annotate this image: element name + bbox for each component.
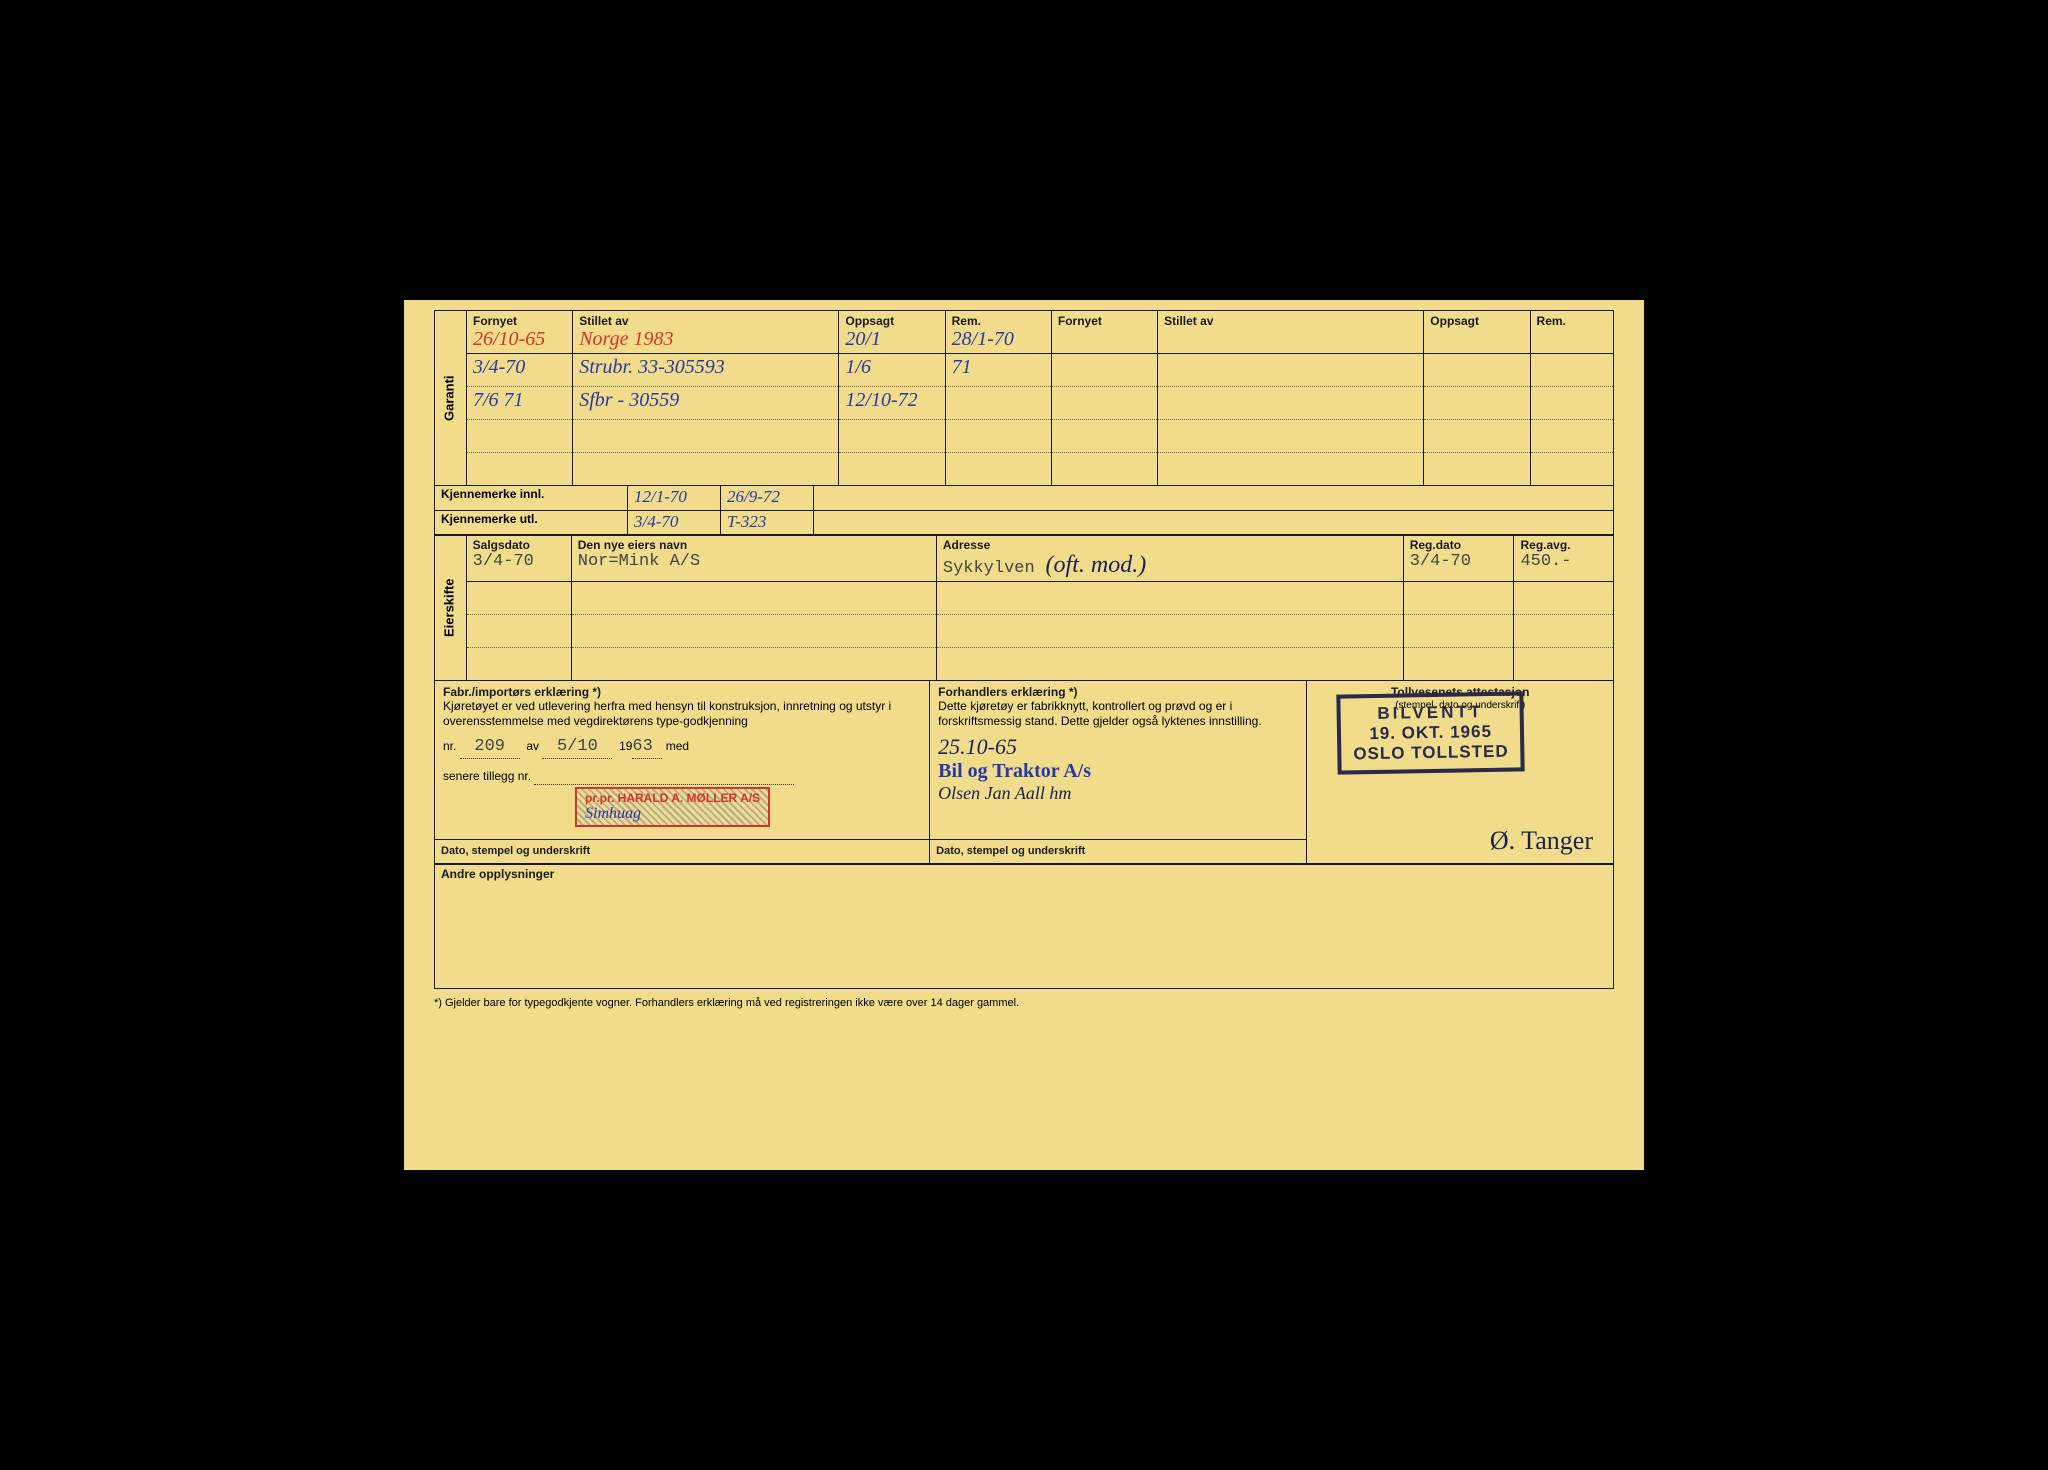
header-oppsagt-1: Oppsagt (845, 314, 894, 328)
garanti-r3-oppsagt: 12/10-72 (845, 389, 917, 411)
e1-adresse-hand: (oft. mod.) (1046, 552, 1147, 578)
av-label: av (526, 739, 539, 753)
fabr-body: Kjøretøyet er ved utlevering herfra med … (443, 699, 921, 730)
footnote: *) Gjelder bare for typegodkjente vogner… (434, 997, 1614, 1009)
garanti-table: Garanti Fornyet 26/10-65 Stillet av Norg… (434, 310, 1614, 486)
forhandler-date: 25.10-65 (938, 734, 1298, 760)
garanti-r2-stillet: Strubr. 33-305593 (579, 356, 725, 378)
eierskifte-table: Eierskifte Salgsdato 3/4-70 Den nye eier… (434, 534, 1614, 681)
forhandler-signature: Olsen Jan Aall hm (938, 783, 1298, 804)
garanti-label: Garanti (435, 311, 467, 486)
stamp-l3: OSLO TOLLSTED (1354, 741, 1510, 764)
garanti-r2-oppsagt: 1/6 (845, 356, 871, 378)
header-rem-2: Rem. (1537, 314, 1566, 328)
nr-label: nr. (443, 739, 456, 753)
e1-salgsdato: 3/4-70 (473, 552, 534, 571)
stamp-l2: 19. OKT. 1965 (1353, 721, 1509, 744)
kjenne-innl-label: Kjennemerke innl. (435, 485, 628, 510)
andre-table: Andre opplysninger (434, 863, 1614, 989)
hdr-regdato: Reg.dato (1410, 538, 1461, 552)
forhandler-title: Forhandlers erklæring *) (938, 685, 1298, 699)
header-stillet-1: Stillet av (579, 314, 628, 328)
andre-label: Andre opplysninger (441, 867, 554, 881)
garanti-r3-fornyet: 7/6 71 (473, 389, 524, 411)
tillegg-label: senere tillegg nr. (443, 769, 531, 783)
e1-regdato: 3/4-70 (1410, 552, 1471, 571)
garanti-r1-fornyet: 26/10-65 (473, 328, 545, 350)
hdr-regavg: Reg.avg. (1520, 538, 1570, 552)
nr-value: 209 (474, 737, 505, 756)
document-page: Garanti Fornyet 26/10-65 Stillet av Norg… (404, 300, 1644, 1170)
kjenne-innl-v2: 26/9-72 (727, 487, 780, 506)
kjennemerke-table: Kjennemerke innl. 12/1-70 26/9-72 Kjenne… (434, 485, 1614, 536)
forhandler-body: Dette kjøretøy er fabrikknytt, kontrolle… (938, 699, 1298, 730)
med-label: med (666, 739, 689, 753)
header-rem-1: Rem. (952, 314, 981, 328)
kjenne-utl-v2: T-323 (727, 512, 766, 531)
e1-navn: Nor=Mink A/S (578, 552, 700, 571)
garanti-r3-stillet: Sfbr - 30559 (579, 389, 679, 411)
importer-stamp-text: pr.pr. HARALD A. MØLLER A/S (585, 791, 760, 805)
hdr-salgsdato: Salgsdato (473, 538, 530, 552)
header-stillet-2: Stillet av (1164, 314, 1213, 328)
hdr-adresse: Adresse (943, 538, 990, 552)
kjenne-innl-v1: 12/1-70 (634, 487, 687, 506)
fabr-title: Fabr./importørs erklæring *) (443, 685, 921, 699)
toll-signature: Ø. Tanger (1490, 826, 1593, 856)
e1-adresse: Sykkylven (943, 559, 1035, 578)
header-fornyet-2: Fornyet (1058, 314, 1102, 328)
year-prefix: 19 (619, 739, 632, 753)
av-day: 5/10 (557, 737, 598, 756)
garanti-r1-stillet: Norge 1983 (579, 328, 673, 350)
declarations-table: Fabr./importørs erklæring *) Kjøretøyet … (434, 680, 1614, 865)
e1-regavg: 450.- (1520, 552, 1571, 571)
eierskifte-label: Eierskifte (435, 535, 467, 681)
year-value: 63 (632, 737, 652, 756)
importer-stamp: pr.pr. HARALD A. MØLLER A/S Simhuag (575, 787, 770, 827)
hdr-navn: Den nye eiers navn (578, 538, 687, 552)
kjenne-utl-v1: 3/4-70 (634, 512, 678, 531)
kjenne-utl-label: Kjennemerke utl. (435, 510, 628, 535)
toll-stamp: BILVENTT 19. OKT. 1965 OSLO TOLLSTED (1337, 691, 1526, 774)
fabr-footer: Dato, stempel og underskrift (441, 845, 590, 857)
garanti-r2-fornyet: 3/4-70 (473, 356, 525, 378)
garanti-r1-oppsagt: 20/1 (845, 328, 881, 350)
forhandler-footer: Dato, stempel og underskrift (936, 845, 1085, 857)
header-fornyet-1: Fornyet (473, 314, 517, 328)
forhandler-company: Bil og Traktor A/s (938, 760, 1298, 783)
garanti-r2-rem: 71 (952, 356, 972, 378)
garanti-r1-rem: 28/1-70 (952, 328, 1014, 350)
stamp-l1: BILVENTT (1353, 701, 1509, 724)
header-oppsagt-2: Oppsagt (1430, 314, 1479, 328)
